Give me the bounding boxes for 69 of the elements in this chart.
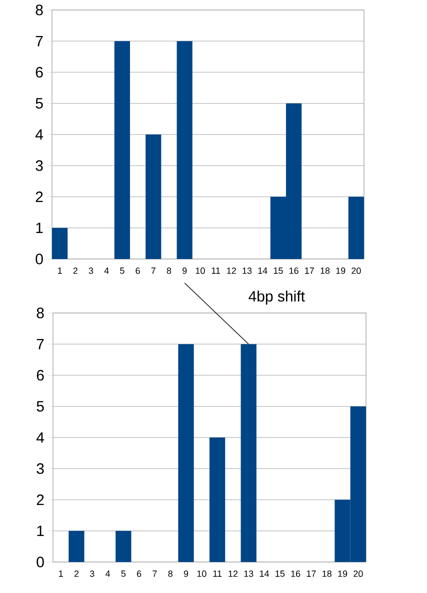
y-tick-label: 7: [36, 36, 43, 46]
x-tick-label: 13: [242, 268, 252, 274]
y-tick-label: 8: [36, 4, 43, 16]
x-tick-label: 16: [291, 570, 300, 577]
x-tick-label: 2: [73, 268, 78, 274]
x-tick-label: 15: [276, 570, 285, 577]
x-tick-label: 19: [336, 268, 346, 274]
bar: [240, 344, 256, 562]
text: 4bp shift: [248, 290, 305, 305]
x-tick-label: 20: [354, 570, 363, 577]
x-tick-label: 8: [166, 268, 172, 274]
bar: [114, 41, 130, 259]
bar: [209, 437, 226, 562]
x-tick-label: 3: [88, 268, 94, 274]
y-tick-label: 2: [36, 192, 43, 202]
y-tick-label: 3: [36, 463, 44, 474]
x-tick-label: 5: [121, 570, 126, 577]
y-tick-label: 6: [36, 370, 44, 381]
y-tick-label: 1: [36, 222, 43, 234]
x-tick-label: 17: [306, 570, 316, 577]
x-tick-label: 8: [168, 570, 172, 577]
x-tick-label: 4: [104, 268, 109, 274]
y-tick-label: 0: [36, 254, 43, 264]
bar: [68, 530, 84, 562]
x-tick-label: 12: [227, 268, 236, 274]
x-tick-label: 10: [197, 570, 206, 577]
x-tick-label: 7: [152, 570, 157, 577]
x-tick-label: 16: [289, 268, 298, 274]
x-tick-label: 12: [228, 570, 238, 577]
x-tick-label: 10: [196, 268, 205, 274]
x-tick-label: 18: [320, 268, 330, 274]
x-tick-label: 3: [90, 570, 94, 577]
x-tick-label: 14: [260, 570, 270, 577]
bar: [146, 134, 162, 259]
x-tick-label: 6: [137, 570, 142, 577]
y-tick-label: 1: [37, 526, 44, 536]
y-tick-label: 3: [36, 160, 43, 171]
x-tick-label: 17: [305, 268, 314, 274]
y-tick-label: 4: [36, 432, 44, 443]
y-tick-label: 6: [36, 66, 43, 78]
x-tick-label: 1: [58, 268, 62, 274]
x-tick-label: 18: [322, 570, 332, 577]
bar: [348, 196, 364, 259]
y-tick-label: 7: [36, 338, 44, 350]
x-tick-label: 15: [274, 268, 283, 274]
bar: [116, 530, 132, 562]
x-tick-label: 7: [151, 268, 156, 274]
y-tick-label: 5: [36, 98, 43, 109]
x-tick-label: 5: [120, 268, 124, 274]
bar: [176, 41, 192, 259]
x-tick-label: 14: [258, 268, 268, 274]
y-tick-label: 4: [35, 129, 44, 140]
x-tick-label: 4: [105, 570, 110, 577]
bar: [178, 344, 194, 562]
x-tick-label: 11: [213, 570, 222, 577]
y-tick-label: 5: [36, 401, 44, 412]
x-tick-label: 6: [136, 268, 140, 274]
x-tick-label: 9: [182, 268, 187, 274]
x-tick-label: 20: [352, 268, 361, 274]
y-tick-label: 2: [36, 494, 44, 505]
y-tick-label: 8: [36, 308, 44, 318]
x-tick-label: 9: [184, 570, 188, 577]
x-tick-label: 1: [59, 570, 63, 577]
x-tick-label: 13: [244, 570, 254, 577]
x-tick-label: 2: [74, 570, 79, 577]
x-tick-label: 19: [338, 570, 348, 577]
x-tick-label: 11: [212, 268, 220, 274]
bar: [52, 228, 68, 259]
y-tick-label: 0: [36, 556, 44, 568]
